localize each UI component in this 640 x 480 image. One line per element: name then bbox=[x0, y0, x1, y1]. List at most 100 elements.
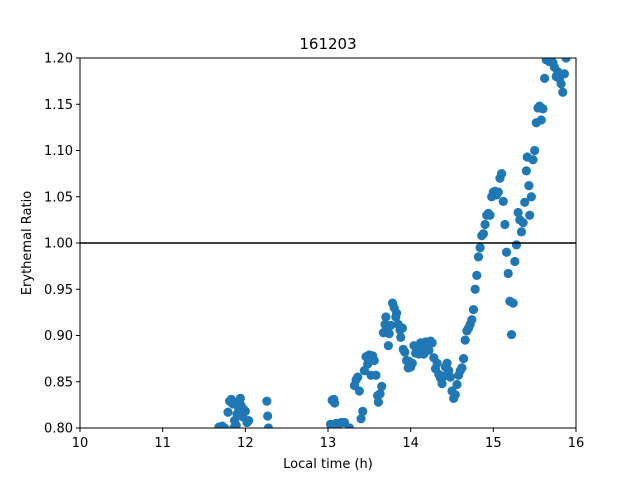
data-point bbox=[432, 358, 442, 368]
data-point bbox=[501, 247, 512, 257]
data-point bbox=[493, 187, 503, 197]
data-point bbox=[330, 398, 340, 408]
y-tick-label: 1.15 bbox=[44, 98, 73, 113]
data-point bbox=[539, 73, 550, 83]
data-point bbox=[437, 379, 447, 389]
data-point bbox=[518, 218, 528, 228]
data-point bbox=[475, 243, 485, 253]
x-tick-label: 11 bbox=[154, 436, 171, 451]
data-point bbox=[396, 332, 406, 342]
data-point bbox=[223, 407, 233, 417]
data-point bbox=[377, 381, 387, 391]
data-point bbox=[231, 420, 241, 428]
data-point bbox=[442, 358, 452, 368]
y-tick-label: 1.00 bbox=[44, 237, 73, 252]
points-layer bbox=[214, 58, 571, 428]
x-axis: 10 11 12 13 14 15 16 bbox=[72, 428, 585, 451]
data-point bbox=[520, 197, 530, 207]
data-point bbox=[386, 320, 396, 330]
data-point bbox=[525, 210, 535, 220]
data-point bbox=[460, 335, 470, 345]
y-tick-label: 0.95 bbox=[44, 283, 73, 298]
y-tick-label: 1.05 bbox=[44, 190, 73, 205]
x-tick-label: 16 bbox=[568, 436, 585, 451]
data-point bbox=[427, 338, 437, 348]
data-point bbox=[478, 229, 489, 239]
data-point bbox=[524, 181, 534, 191]
data-point bbox=[526, 192, 536, 202]
data-point bbox=[530, 145, 540, 156]
data-point bbox=[467, 315, 477, 325]
data-point bbox=[262, 396, 272, 406]
data-point bbox=[381, 312, 391, 322]
data-point bbox=[220, 423, 230, 428]
data-point bbox=[480, 219, 490, 230]
data-point bbox=[358, 406, 368, 416]
data-point bbox=[561, 58, 571, 63]
data-point bbox=[397, 323, 407, 333]
data-point bbox=[445, 372, 455, 382]
data-point bbox=[356, 414, 366, 424]
data-point bbox=[506, 329, 517, 340]
data-point bbox=[556, 79, 566, 89]
data-point bbox=[392, 308, 402, 318]
data-point bbox=[371, 370, 381, 380]
data-point bbox=[558, 87, 568, 97]
data-point bbox=[513, 207, 523, 218]
y-tick-label: 0.80 bbox=[44, 422, 73, 437]
data-point bbox=[511, 240, 522, 250]
data-point bbox=[516, 227, 527, 237]
y-tick-label: 1.20 bbox=[44, 52, 73, 67]
data-point bbox=[235, 393, 245, 403]
data-point bbox=[424, 345, 434, 355]
data-point bbox=[375, 389, 385, 399]
x-axis-title: Local time (h) bbox=[283, 457, 373, 472]
x-tick-label: 13 bbox=[320, 436, 337, 451]
data-point bbox=[521, 166, 532, 176]
data-point bbox=[384, 329, 394, 339]
x-tick-label: 10 bbox=[72, 436, 89, 451]
data-point bbox=[373, 397, 384, 407]
data-point bbox=[536, 115, 546, 125]
x-tick-label: 15 bbox=[485, 436, 502, 451]
y-tick-label: 1.10 bbox=[44, 144, 73, 159]
data-point bbox=[369, 355, 379, 366]
data-point bbox=[503, 268, 513, 279]
data-point bbox=[353, 372, 363, 382]
data-point bbox=[452, 379, 462, 390]
data-point bbox=[407, 358, 417, 368]
data-point bbox=[263, 423, 274, 428]
data-point bbox=[508, 298, 518, 308]
data-point bbox=[538, 104, 548, 114]
x-tick-label: 12 bbox=[237, 436, 254, 451]
y-tick-label: 0.90 bbox=[44, 329, 73, 344]
data-point bbox=[244, 416, 254, 426]
data-point bbox=[383, 341, 393, 351]
data-point bbox=[457, 363, 467, 373]
data-point bbox=[458, 354, 469, 364]
data-point bbox=[263, 411, 273, 421]
data-point bbox=[559, 69, 570, 79]
data-point bbox=[400, 347, 410, 357]
y-axis-title: Erythemal Ratio bbox=[20, 191, 35, 295]
chart-title: 161203 bbox=[299, 35, 356, 53]
data-point bbox=[528, 155, 538, 165]
data-point bbox=[344, 423, 355, 428]
data-point bbox=[354, 386, 365, 396]
data-point bbox=[497, 169, 507, 179]
y-tick-label: 0.85 bbox=[44, 375, 73, 390]
data-point bbox=[450, 390, 460, 400]
x-tick-label: 14 bbox=[402, 436, 419, 451]
data-point bbox=[498, 196, 508, 206]
data-point bbox=[485, 210, 495, 220]
data-point bbox=[500, 219, 510, 230]
data-point bbox=[510, 256, 520, 267]
y-axis: 0.80 0.85 0.90 0.95 1.00 1.05 1.10 1.15 1.20 bbox=[44, 52, 80, 437]
data-point bbox=[473, 252, 484, 262]
data-point bbox=[468, 305, 479, 315]
data-point bbox=[240, 406, 250, 416]
data-point bbox=[470, 284, 480, 294]
data-point bbox=[472, 270, 482, 280]
